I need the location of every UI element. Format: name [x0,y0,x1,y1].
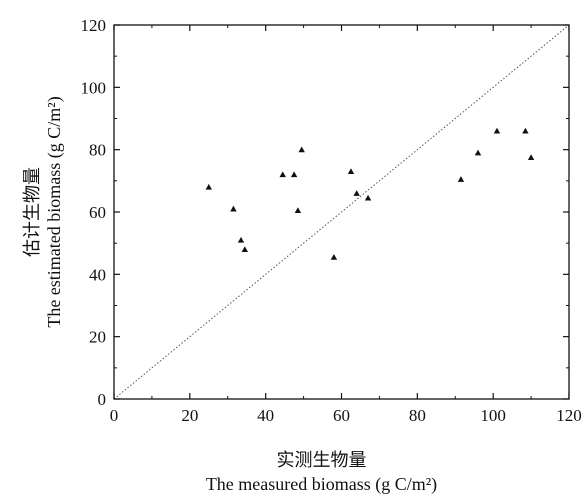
data-point [493,127,501,134]
data-point [230,205,237,212]
y-tick-label: 100 [81,78,107,97]
data-point [457,176,465,182]
data-point [298,146,305,153]
data-point [205,183,212,190]
y-tick-label: 60 [89,203,106,222]
x-tick-label: 40 [257,406,274,425]
x-tick-label: 100 [480,406,506,425]
data-point [353,190,360,196]
data-point [294,207,302,214]
y-tick-label: 0 [98,390,107,409]
reference-line-1to1 [113,24,570,400]
x-tick-label: 0 [110,406,119,425]
data-point [290,171,298,178]
y-tick-label: 40 [89,265,106,284]
y-axis-title-zh: 估计生物量 [22,167,42,257]
data-point [241,246,249,252]
x-tick-label: 80 [409,406,426,425]
y-tick-label: 80 [89,141,106,160]
data-point [347,168,355,175]
x-tick-label: 20 [181,406,198,425]
y-axis-title-en: The estimated biomass (g C/m²) [44,96,65,327]
data-point [330,253,338,260]
y-tick-label: 20 [89,328,106,347]
data-point [237,236,245,243]
plot-area: 0 20 40 60 80 100 120 0 20 40 60 80 100 120 [81,16,582,425]
data-point [522,127,529,134]
x-axis-title-en: The measured biomass (g C/m²) [206,474,437,495]
data-point [364,194,372,201]
data-point [279,171,286,178]
data-point [474,149,482,156]
data-point [527,154,535,161]
x-tick-label: 120 [556,406,582,425]
x-tick-label: 60 [333,406,350,425]
y-tick-label: 120 [81,16,107,35]
x-axis-title-zh: 实测生物量 [277,450,367,470]
